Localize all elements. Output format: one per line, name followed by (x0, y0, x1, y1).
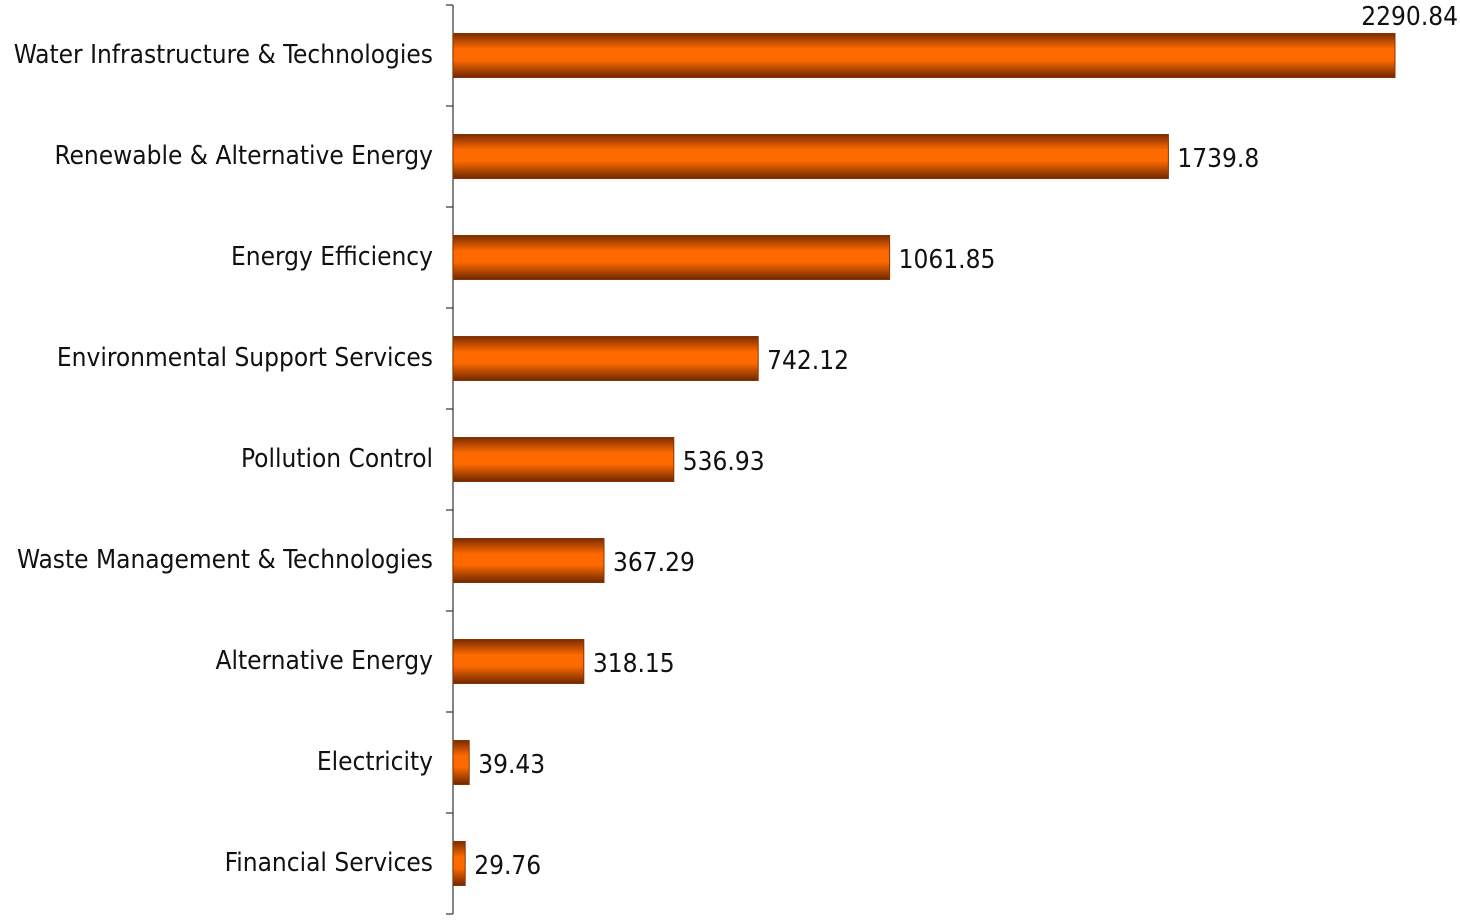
data-label: 536.93 (683, 447, 765, 477)
category-label: Waste Management & Technologies (17, 545, 433, 575)
data-label: 742.12 (767, 346, 849, 376)
bar-1 (452, 33, 1396, 78)
data-label: 29.76 (474, 851, 541, 881)
category-label: Alternative Energy (215, 646, 433, 676)
category-label: Pollution Control (241, 444, 433, 474)
data-label: 39.43 (478, 750, 545, 780)
plot-area: Water Infrastructure & Technologies 2290.… (14, 2, 1458, 915)
bar-7 (452, 639, 585, 684)
bar-9 (452, 841, 466, 886)
category-label: Renewable & Alternative Energy (54, 141, 433, 171)
bar-2 (452, 134, 1169, 179)
bar-8 (452, 740, 470, 785)
data-label: 2290.84 (1361, 2, 1458, 32)
category-label: Energy Efficiency (231, 242, 433, 272)
bar-4 (452, 336, 759, 381)
category-label: Water Infrastructure & Technologies (14, 40, 433, 70)
bar-6 (452, 538, 605, 583)
category-label: Electricity (317, 747, 433, 777)
category-label: Environmental Support Services (57, 343, 433, 373)
bar-5 (452, 437, 675, 482)
data-label: 318.15 (593, 649, 675, 679)
category-label: Financial Services (225, 848, 433, 878)
bar-3 (452, 235, 891, 280)
data-label: 1061.85 (899, 245, 996, 275)
data-label: 367.29 (613, 548, 695, 578)
data-label: 1739.8 (1177, 144, 1259, 174)
